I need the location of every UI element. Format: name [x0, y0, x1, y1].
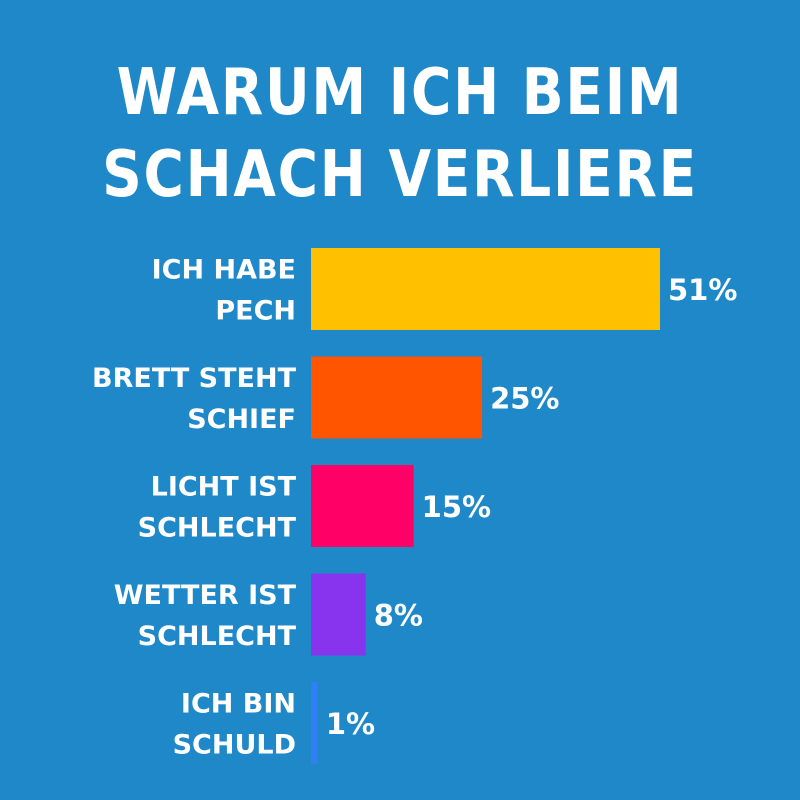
chart-title-line-2: SCHACH VERLIERE [102, 138, 698, 212]
category-label-2-line-2: SCHIEF [187, 404, 296, 435]
chart-title: WARUM ICH BEIM SCHACH VERLIERE [56, 52, 744, 216]
category-label-3-line-2: SCHLECHT [138, 513, 297, 544]
category-label-1-line-1: ICH HABE [152, 255, 296, 286]
bar-1 [311, 248, 660, 330]
value-label-1: 51% [668, 273, 737, 307]
value-label-4: 8% [374, 599, 423, 633]
value-label-5: 1% [326, 707, 375, 741]
bar-4 [311, 573, 366, 656]
category-label-2-line-1: BRETT STEHT [92, 363, 297, 394]
bar-3 [311, 465, 414, 547]
bar-2 [311, 356, 483, 439]
chart-title-line-1: WARUM ICH BEIM [116, 56, 684, 130]
value-label-2: 25% [490, 382, 559, 416]
category-label-4-line-2: SCHLECHT [138, 621, 297, 652]
category-label-3-line-1: LICHT IST [151, 472, 297, 503]
value-label-3: 15% [422, 490, 491, 524]
category-label-5-line-2: SCHULD [173, 730, 296, 761]
category-label-5-line-1: ICH BIN [181, 689, 296, 720]
bar-5 [311, 682, 318, 764]
category-label-1-line-2: PECH [215, 296, 296, 327]
category-label-4-line-1: WETTER IST [114, 580, 297, 611]
